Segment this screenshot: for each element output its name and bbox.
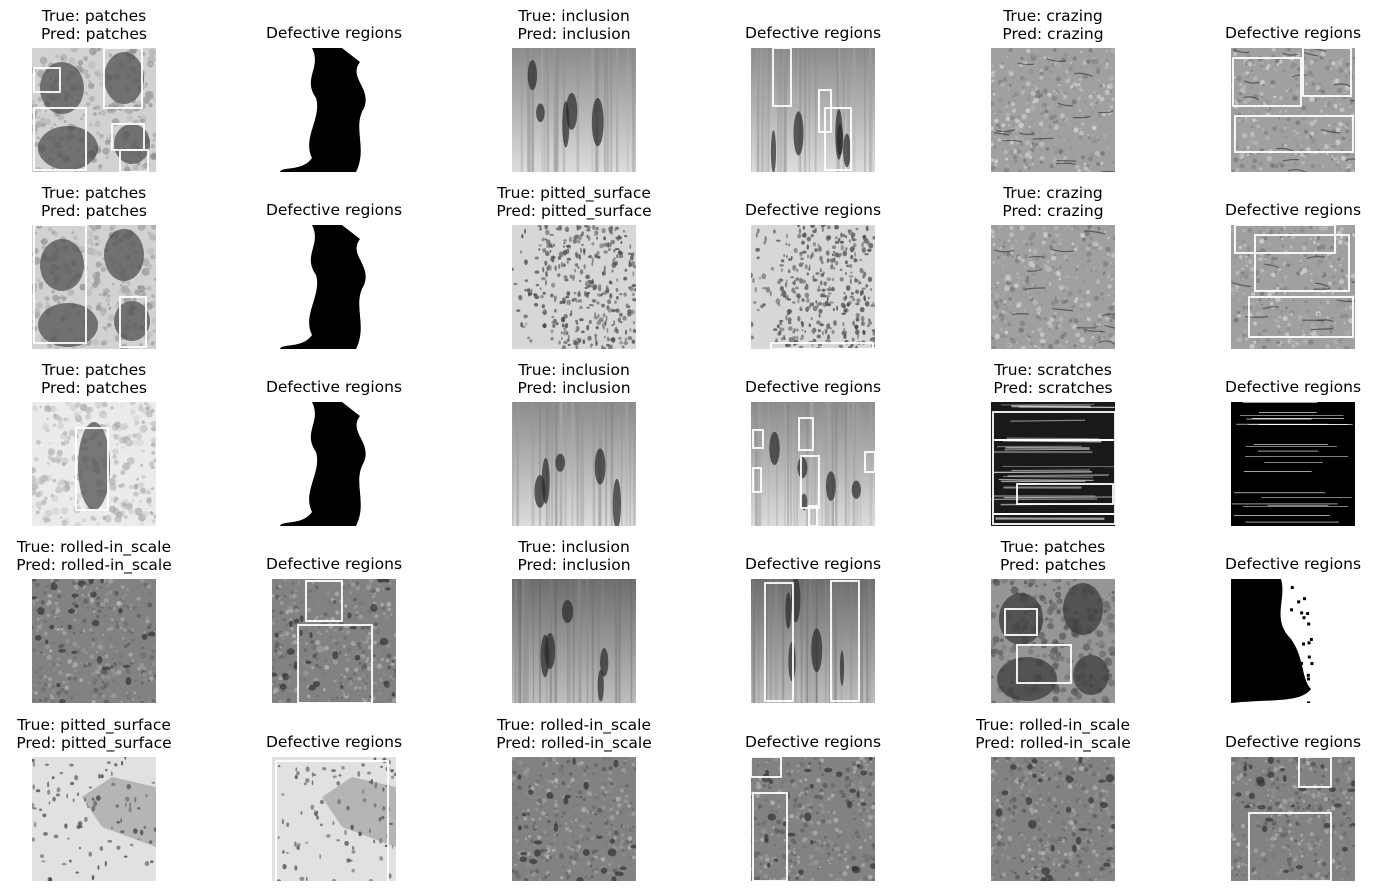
panel-title: True: patches Pred: patches: [931, 538, 1175, 574]
defect-image: [751, 579, 875, 703]
true-label: True: inclusion: [518, 538, 630, 556]
panel-title: True: rolled-in_scale Pred: rolled-in_sca…: [931, 716, 1175, 752]
true-label: True: rolled-in_scale: [17, 538, 171, 556]
defect-image: [991, 402, 1115, 526]
panel-title: Defective regions: [744, 24, 882, 42]
defect-image: [512, 757, 636, 881]
pred-label: Pred: patches: [999, 555, 1106, 574]
defect-image: [272, 757, 396, 881]
true-label: True: patches: [41, 361, 147, 379]
defect-image: [1231, 579, 1355, 703]
true-label: True: patches: [41, 7, 147, 25]
panel-title: Defective regions: [265, 378, 403, 396]
true-label: True: pitted_surface: [17, 716, 171, 734]
defect-image: [751, 402, 875, 526]
panel-title: True: inclusion Pred: inclusion: [452, 7, 696, 43]
defect-image: [32, 757, 156, 881]
panel-title: Defective regions: [265, 733, 403, 751]
pred-label: Pred: patches: [40, 24, 147, 43]
pred-label: Pred: inclusion: [517, 378, 631, 397]
defect-image: [751, 225, 875, 349]
defect-image: [272, 579, 396, 703]
defect-image: [991, 225, 1115, 349]
defect-image: [991, 48, 1115, 172]
pred-label: Pred: scratches: [993, 378, 1113, 397]
panel-title: Defective regions: [744, 733, 882, 751]
pred-label: Pred: rolled-in_scale: [975, 733, 1131, 752]
panel-title: Defective regions: [744, 555, 882, 573]
panel-title: True: rolled-in_scale Pred: rolled-in_sca…: [0, 538, 216, 574]
defect-image: [272, 402, 396, 526]
pred-label: Pred: pitted_surface: [496, 201, 652, 220]
defect-image: [512, 402, 636, 526]
pred-label: Pred: pitted_surface: [16, 733, 172, 752]
panel-title: Defective regions: [1224, 201, 1362, 219]
pred-label: Pred: crazing: [1002, 201, 1104, 220]
defect-image: [751, 757, 875, 881]
true-label: True: crazing: [1003, 7, 1103, 25]
defect-image: [32, 579, 156, 703]
defect-image: [512, 225, 636, 349]
defect-image: [32, 402, 156, 526]
panel-title: Defective regions: [265, 201, 403, 219]
panel-title: Defective regions: [1224, 378, 1362, 396]
panel-title: True: patches Pred: patches: [0, 7, 216, 43]
pred-label: Pred: crazing: [1002, 24, 1104, 43]
pred-label: Pred: patches: [40, 201, 147, 220]
true-label: True: patches: [41, 184, 147, 202]
true-label: True: scratches: [994, 361, 1112, 379]
defect-image: [991, 757, 1115, 881]
panel-title: True: inclusion Pred: inclusion: [452, 361, 696, 397]
panel-title: Defective regions: [1224, 24, 1362, 42]
panel-title: Defective regions: [1224, 733, 1362, 751]
defect-image: [32, 48, 156, 172]
panel-title: True: patches Pred: patches: [0, 361, 216, 397]
defect-image: [272, 48, 396, 172]
pred-label: Pred: rolled-in_scale: [496, 733, 652, 752]
defect-image: [1231, 757, 1355, 881]
panel-title: True: crazing Pred: crazing: [931, 184, 1175, 220]
panel-title: True: crazing Pred: crazing: [931, 7, 1175, 43]
true-label: True: inclusion: [518, 7, 630, 25]
panel-title: True: inclusion Pred: inclusion: [452, 538, 696, 574]
panel-title: Defective regions: [1224, 555, 1362, 573]
pred-label: Pred: inclusion: [517, 24, 631, 43]
true-label: True: pitted_surface: [497, 184, 651, 202]
panel-title: True: pitted_surface Pred: pitted_surface: [0, 716, 216, 752]
true-label: True: patches: [1000, 538, 1106, 556]
panel-title: Defective regions: [265, 24, 403, 42]
true-label: True: crazing: [1003, 184, 1103, 202]
panel-title: True: patches Pred: patches: [0, 184, 216, 220]
pred-label: Pred: inclusion: [517, 555, 631, 574]
defect-image: [512, 48, 636, 172]
panel-title: Defective regions: [265, 555, 403, 573]
true-label: True: rolled-in_scale: [976, 716, 1130, 734]
defect-image: [272, 225, 396, 349]
defect-image: [32, 225, 156, 349]
true-label: True: inclusion: [518, 361, 630, 379]
pred-label: Pred: patches: [40, 378, 147, 397]
panel-title: True: rolled-in_scale Pred: rolled-in_sca…: [452, 716, 696, 752]
panel-title: True: pitted_surface Pred: pitted_surface: [452, 184, 696, 220]
defect-image: [1231, 48, 1355, 172]
defect-image: [1231, 402, 1355, 526]
defect-image: [1231, 225, 1355, 349]
panel-title: Defective regions: [744, 201, 882, 219]
defect-image: [991, 579, 1115, 703]
panel-title: Defective regions: [744, 378, 882, 396]
defect-image: [512, 579, 636, 703]
panel-title: True: scratches Pred: scratches: [931, 361, 1175, 397]
pred-label: Pred: rolled-in_scale: [16, 555, 172, 574]
defect-image: [751, 48, 875, 172]
true-label: True: rolled-in_scale: [497, 716, 651, 734]
